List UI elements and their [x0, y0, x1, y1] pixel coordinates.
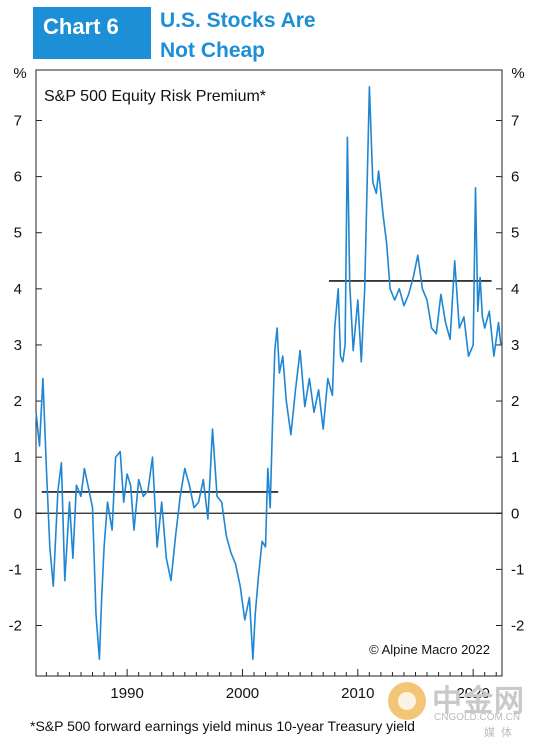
y-tick-label-left: -1 [9, 561, 22, 578]
y-tick-label-right: 5 [511, 225, 519, 242]
watermark-url: CNGOLD.COM.CN [434, 712, 521, 723]
chart-title: U.S. Stocks Are Not Cheap [160, 6, 316, 66]
y-tick-label-left: 6 [14, 169, 22, 186]
y-tick-label-right: 3 [511, 337, 519, 354]
left-axis-unit: % [13, 65, 26, 82]
x-tick-label: 2020 [456, 685, 489, 702]
x-tick-label: 2000 [226, 685, 259, 702]
x-tick-label: 2010 [341, 685, 374, 702]
chart-number-badge: Chart 6 [33, 7, 151, 59]
site-watermark: 中金网 CNGOLD.COM.CN 媒体 [388, 676, 538, 739]
chart-title-line-1: U.S. Stocks Are [160, 9, 316, 32]
y-tick-label-left: 2 [14, 393, 22, 410]
y-tick-label-right: 7 [511, 113, 519, 130]
y-tick-label-right: -1 [511, 561, 524, 578]
y-tick-label-left: 7 [14, 113, 22, 130]
right-axis-unit: % [511, 65, 524, 82]
y-tick-label-right: 0 [511, 505, 519, 522]
plot-frame [35, 69, 503, 677]
chart-footnote: *S&P 500 forward earnings yield minus 10… [30, 718, 415, 734]
y-tick-label-left: 5 [14, 225, 22, 242]
watermark-name: 中金网 [432, 685, 525, 718]
x-tick-label: 1990 [110, 685, 143, 702]
plot-inner-title: S&P 500 Equity Risk Premium* [44, 88, 266, 105]
y-tick-label-right: 2 [511, 393, 519, 410]
y-tick-label-left: 1 [14, 449, 22, 466]
y-tick-label-left: 0 [14, 505, 22, 522]
y-tick-label-left: 4 [14, 281, 22, 298]
equity-risk-premium-series-line [35, 86, 502, 661]
y-tick-label-right: 1 [511, 449, 519, 466]
watermark-logo-icon [388, 682, 426, 720]
y-tick-label-right: 6 [511, 169, 519, 186]
y-tick-label-right: -2 [511, 618, 524, 635]
chart-title-line-2: Not Cheap [160, 39, 265, 62]
watermark-subtitle: 媒体 [484, 727, 518, 739]
y-tick-label-left: 3 [14, 337, 22, 354]
y-tick-label-right: 4 [511, 281, 519, 298]
y-tick-label-left: -2 [9, 618, 22, 635]
copyright-credit: © Alpine Macro 2022 [369, 642, 490, 657]
